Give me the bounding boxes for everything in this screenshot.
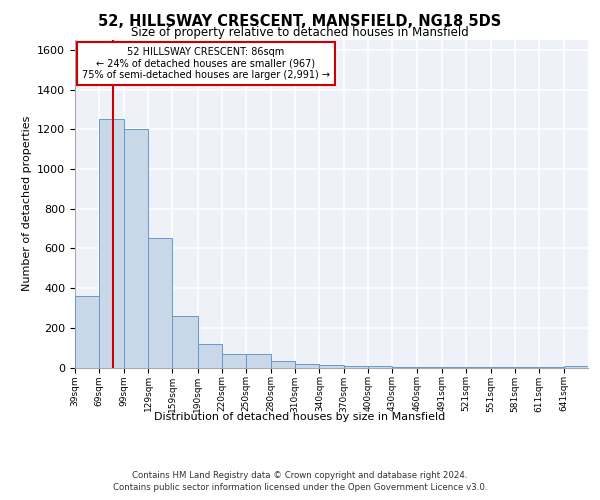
Text: Contains public sector information licensed under the Open Government Licence v3: Contains public sector information licen… [113, 483, 487, 492]
Y-axis label: Number of detached properties: Number of detached properties [22, 116, 32, 292]
Bar [515, 366, 539, 368]
Bar [491, 366, 515, 368]
Text: 52 HILLSWAY CRESCENT: 86sqm
← 24% of detached houses are smaller (967)
75% of se: 52 HILLSWAY CRESCENT: 86sqm ← 24% of det… [82, 47, 329, 80]
Text: 52, HILLSWAY CRESCENT, MANSFIELD, NG18 5DS: 52, HILLSWAY CRESCENT, MANSFIELD, NG18 5… [98, 14, 502, 29]
Bar [539, 366, 563, 368]
Bar [319, 364, 344, 368]
Bar [563, 366, 588, 368]
Bar [466, 366, 491, 368]
Bar [100, 120, 124, 368]
Bar [148, 238, 172, 368]
Bar [442, 366, 466, 368]
Bar [75, 296, 100, 368]
Bar [344, 366, 368, 368]
Bar [246, 354, 271, 368]
Bar [368, 366, 392, 368]
Bar [295, 364, 319, 368]
Text: Distribution of detached houses by size in Mansfield: Distribution of detached houses by size … [154, 412, 446, 422]
Bar [222, 354, 246, 368]
Bar [417, 366, 442, 368]
Text: Contains HM Land Registry data © Crown copyright and database right 2024.: Contains HM Land Registry data © Crown c… [132, 471, 468, 480]
Text: Size of property relative to detached houses in Mansfield: Size of property relative to detached ho… [131, 26, 469, 39]
Bar [197, 344, 222, 367]
Bar [392, 366, 417, 368]
Bar [124, 130, 148, 368]
Bar [271, 360, 295, 368]
Bar [172, 316, 197, 368]
